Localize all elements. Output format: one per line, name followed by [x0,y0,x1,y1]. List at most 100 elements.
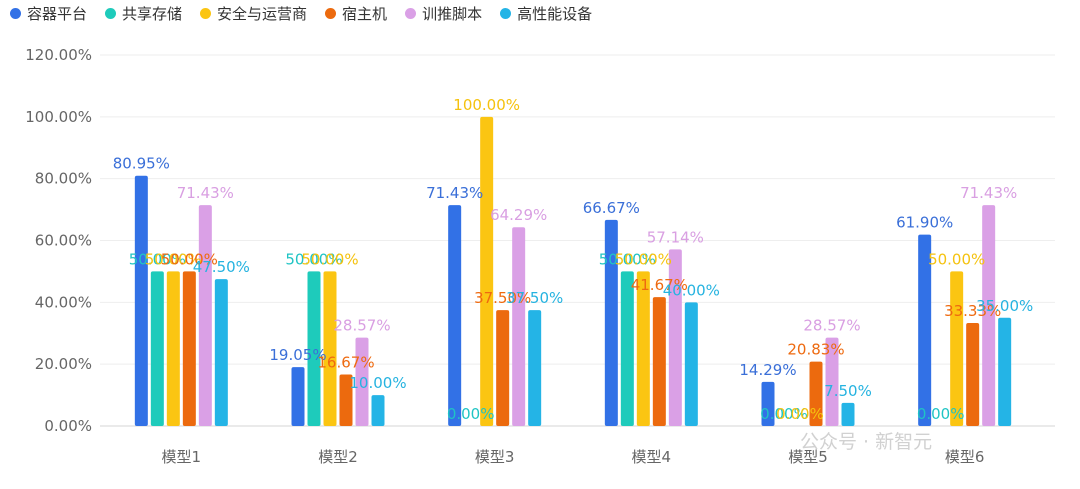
data-label: 47.50% [193,258,250,276]
bar[interactable] [604,219,618,426]
bar[interactable] [214,279,228,426]
x-tick-label: 模型6 [945,448,985,466]
bar[interactable] [528,310,542,426]
data-label: 28.57% [333,317,390,335]
bar[interactable] [636,271,650,426]
bar[interactable] [291,367,305,426]
bar[interactable] [684,302,698,426]
data-label: 50.00% [145,250,202,268]
bar[interactable] [668,249,682,426]
y-tick-label: 0.00% [44,417,92,435]
bar[interactable] [950,271,964,426]
bar[interactable] [841,402,855,426]
bar[interactable] [307,271,321,426]
legend-dot [325,7,337,19]
data-label: 50.00% [129,250,186,268]
legend-label: 高性能设备 [517,4,593,23]
bar[interactable] [323,271,337,426]
watermark: 公众号 · 新智元 [800,431,932,453]
y-tick-label: 120.00% [25,46,92,64]
data-label: 50.00% [161,250,218,268]
bar[interactable] [198,205,212,426]
data-label: 66.67% [583,199,640,217]
legend-dot [10,7,21,19]
bar[interactable] [134,175,148,426]
data-label: 40.00% [663,281,720,299]
x-tick-label: 模型1 [162,448,202,466]
bar[interactable] [825,337,839,426]
x-tick-label: 模型4 [632,448,672,466]
bar[interactable] [761,381,775,426]
y-axis-ticks: 0.00% 20.00% 40.00% 60.00% 80.00% 100.00% 120.… [25,46,92,435]
data-label: 19.05% [269,346,326,364]
bar[interactable] [339,374,353,426]
bar[interactable] [150,271,164,426]
legend-item[interactable]: 共享存储 [105,3,182,24]
legend-dot [405,7,417,19]
bar[interactable] [166,271,180,426]
data-label: 50.00% [285,250,342,268]
bar[interactable] [809,361,823,426]
bar[interactable] [998,317,1012,426]
data-label: 10.00% [349,374,406,392]
bar[interactable] [371,395,385,426]
data-label: 71.43% [426,184,483,202]
bar[interactable] [512,227,526,426]
y-tick-label: 40.00% [35,293,92,311]
bar[interactable] [620,271,634,426]
legend-dot [105,7,117,19]
data-label: 0.00% [776,405,824,423]
bar[interactable] [448,205,462,426]
y-tick-label: 60.00% [35,232,92,250]
data-label: 71.43% [177,184,234,202]
legend-item[interactable]: 高性能设备 [500,3,592,24]
data-label: 35.00% [976,297,1033,315]
x-tick-label: 模型2 [318,448,358,466]
legend-item[interactable]: 训推脚本 [405,3,482,24]
data-label: 20.83% [787,341,844,359]
legend-item[interactable]: 宿主机 [325,3,387,24]
legend-item[interactable]: 容器平台 [10,3,87,24]
x-tick-label: 模型5 [788,448,828,466]
data-label: 64.29% [490,206,547,224]
legend: 容器平台 共享存储 安全与运营商 宿主机 训推脚本 高性能设备 [10,2,592,24]
legend-dot [500,7,512,19]
data-label: 0.00% [760,405,808,423]
x-tick-label: 模型3 [475,448,515,466]
bar[interactable] [918,234,932,426]
data-label: 80.95% [113,155,170,173]
bar[interactable] [652,297,666,426]
data-label: 37.50% [506,289,563,307]
data-label: 33.33% [944,302,1001,320]
data-label: 7.50% [824,382,872,400]
y-tick-label: 100.00% [25,108,92,126]
gridlines [100,54,1055,427]
data-label: 37.50% [474,289,531,307]
bar[interactable] [182,271,196,426]
data-label: 50.00% [615,250,672,268]
data-label: 61.90% [896,214,953,232]
legend-dot [200,7,212,19]
data-label: 50.00% [301,250,358,268]
legend-label: 训推脚本 [422,4,483,23]
bar[interactable] [480,116,494,426]
data-label: 71.43% [960,184,1017,202]
bar[interactable] [355,337,369,426]
data-label: 16.67% [317,353,374,371]
data-label: 28.57% [803,317,860,335]
legend-item[interactable]: 安全与运营商 [200,3,307,24]
data-labels: 80.95%50.00%50.00%50.00%71.43%47.50%19.0… [113,96,1034,423]
data-label: 0.00% [447,405,495,423]
bar[interactable] [966,322,980,426]
data-label: 100.00% [453,96,520,114]
data-label: 50.00% [928,250,985,268]
data-label: 50.00% [599,250,656,268]
bar[interactable] [982,205,996,426]
data-label: 57.14% [647,228,704,246]
y-tick-label: 20.00% [35,355,92,373]
bar[interactable] [496,310,510,426]
legend-label: 共享存储 [122,4,183,23]
legend-label: 安全与运营商 [217,4,308,23]
data-label: 0.00% [917,405,965,423]
